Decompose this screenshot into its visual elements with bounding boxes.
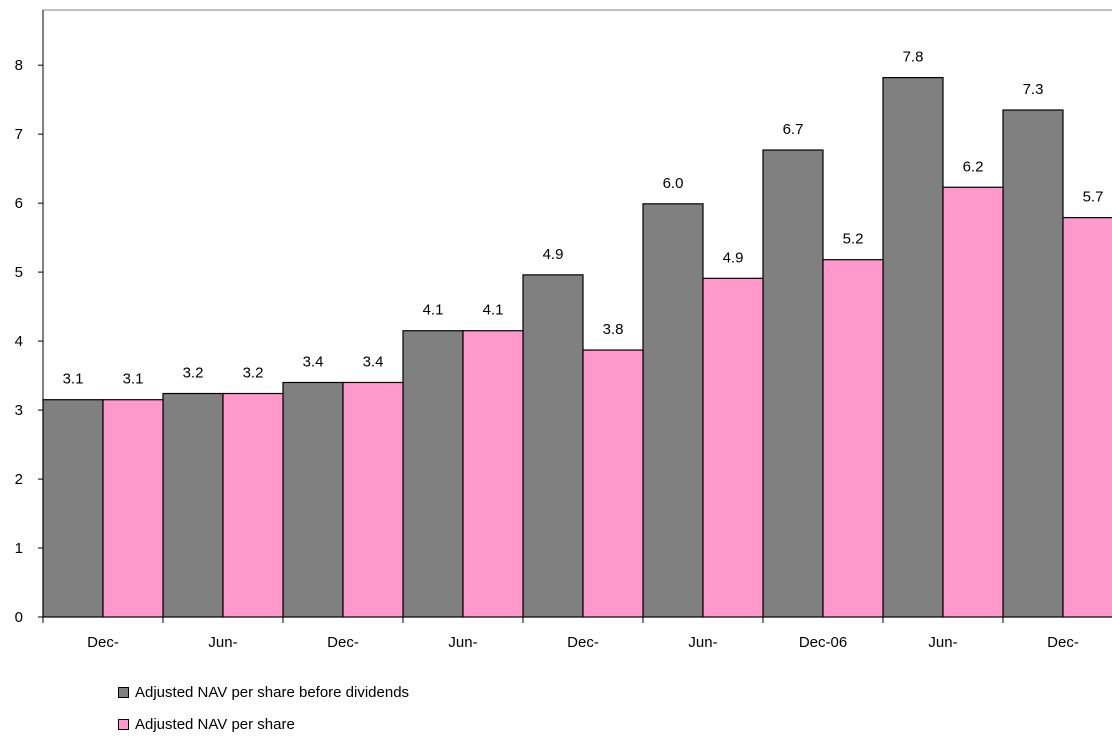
bar-nav bbox=[462, 330, 524, 618]
bar-nav-before-dividends bbox=[162, 392, 224, 618]
bar-nav bbox=[702, 277, 764, 618]
x-tick-label: Dec- bbox=[567, 634, 599, 651]
legend: Adjusted NAV per share before dividends … bbox=[118, 681, 409, 745]
y-tick-label: 1 bbox=[15, 540, 23, 557]
bar-nav bbox=[1062, 217, 1112, 618]
bar-value-label: 5.7 bbox=[1083, 189, 1104, 206]
bar-nav bbox=[342, 381, 404, 618]
legend-item-nav: Adjusted NAV per share bbox=[118, 713, 409, 735]
bar-nav-before-dividends bbox=[762, 149, 824, 618]
legend-item-nav-before-dividends: Adjusted NAV per share before dividends bbox=[118, 681, 409, 703]
bar-value-label: 7.8 bbox=[903, 49, 924, 66]
legend-label-nav: Adjusted NAV per share bbox=[135, 715, 295, 733]
data-labels: 3.1 3.2 3.4 4.1 4.9 6.0 6.7 7.8 7.3 3.1 3.2 3.4 4.1 3… bbox=[63, 49, 1104, 388]
bar-nav bbox=[582, 349, 644, 618]
bar-nav-before-dividends bbox=[42, 399, 104, 618]
bar-nav-before-dividends bbox=[282, 381, 344, 618]
bar-value-label: 3.1 bbox=[123, 371, 144, 388]
bar-value-label: 6.2 bbox=[963, 158, 984, 175]
bar-value-label: 6.7 bbox=[783, 121, 804, 138]
y-axis: 0 1 2 3 4 5 6 7 8 bbox=[15, 9, 1112, 626]
bar-value-label: 4.9 bbox=[723, 249, 744, 266]
bar-value-label: 3.8 bbox=[603, 321, 624, 338]
bar-nav bbox=[942, 186, 1004, 618]
legend-label-nav-before-dividends: Adjusted NAV per share before dividends bbox=[135, 683, 410, 701]
x-tick-label: Jun- bbox=[208, 634, 237, 651]
x-tick-label: Dec- bbox=[1047, 634, 1079, 651]
x-axis: Dec- Jun- Dec- Jun- Dec- Jun- Dec-06 Jun- Dec- bbox=[42, 616, 1112, 651]
y-tick-label: 7 bbox=[15, 126, 23, 143]
bar-value-label: 3.4 bbox=[303, 353, 324, 370]
y-tick-label: 3 bbox=[15, 402, 23, 419]
bar-value-label: 4.1 bbox=[423, 302, 444, 319]
bar-value-label: 4.1 bbox=[483, 302, 504, 319]
x-tick-label: Dec- bbox=[327, 634, 359, 651]
nav-bar-chart: 0 1 2 3 4 5 6 7 8 Dec- Jun- Dec- Jun- Dec- Jun- Dec-06… bbox=[15, 9, 1112, 651]
bars bbox=[42, 76, 1112, 618]
y-tick-label: 8 bbox=[15, 57, 23, 74]
bar-nav bbox=[102, 399, 164, 618]
bar-nav bbox=[222, 392, 284, 618]
legend-swatch-gray bbox=[118, 686, 129, 698]
y-tick-label: 5 bbox=[15, 264, 23, 281]
bar-value-label: 5.2 bbox=[843, 231, 864, 248]
x-tick-label: Jun- bbox=[688, 634, 717, 651]
x-tick-label: Dec- bbox=[87, 634, 119, 651]
x-tick-label: Dec-06 bbox=[799, 634, 847, 651]
y-tick-label: 6 bbox=[15, 195, 23, 212]
bar-value-label: 3.2 bbox=[243, 365, 264, 382]
y-tick-label: 2 bbox=[15, 471, 23, 488]
x-tick-label: Jun- bbox=[928, 634, 957, 651]
bar-nav-before-dividends bbox=[1002, 109, 1064, 618]
bar-nav bbox=[822, 259, 884, 618]
bar-nav-before-dividends bbox=[882, 76, 944, 618]
bar-value-label: 3.1 bbox=[63, 371, 84, 388]
y-tick-label: 0 bbox=[15, 609, 23, 626]
bar-value-label: 3.4 bbox=[363, 353, 384, 370]
legend-swatch-pink bbox=[118, 718, 129, 730]
bar-nav-before-dividends bbox=[642, 203, 704, 618]
y-tick-label: 4 bbox=[15, 333, 23, 350]
x-tick-label: Jun- bbox=[448, 634, 477, 651]
bar-value-label: 6.0 bbox=[663, 175, 684, 192]
bar-value-label: 7.3 bbox=[1023, 81, 1044, 98]
bar-nav-before-dividends bbox=[402, 330, 464, 618]
bar-nav-before-dividends bbox=[522, 274, 584, 618]
bar-value-label: 4.9 bbox=[543, 246, 564, 263]
bar-value-label: 3.2 bbox=[183, 365, 204, 382]
